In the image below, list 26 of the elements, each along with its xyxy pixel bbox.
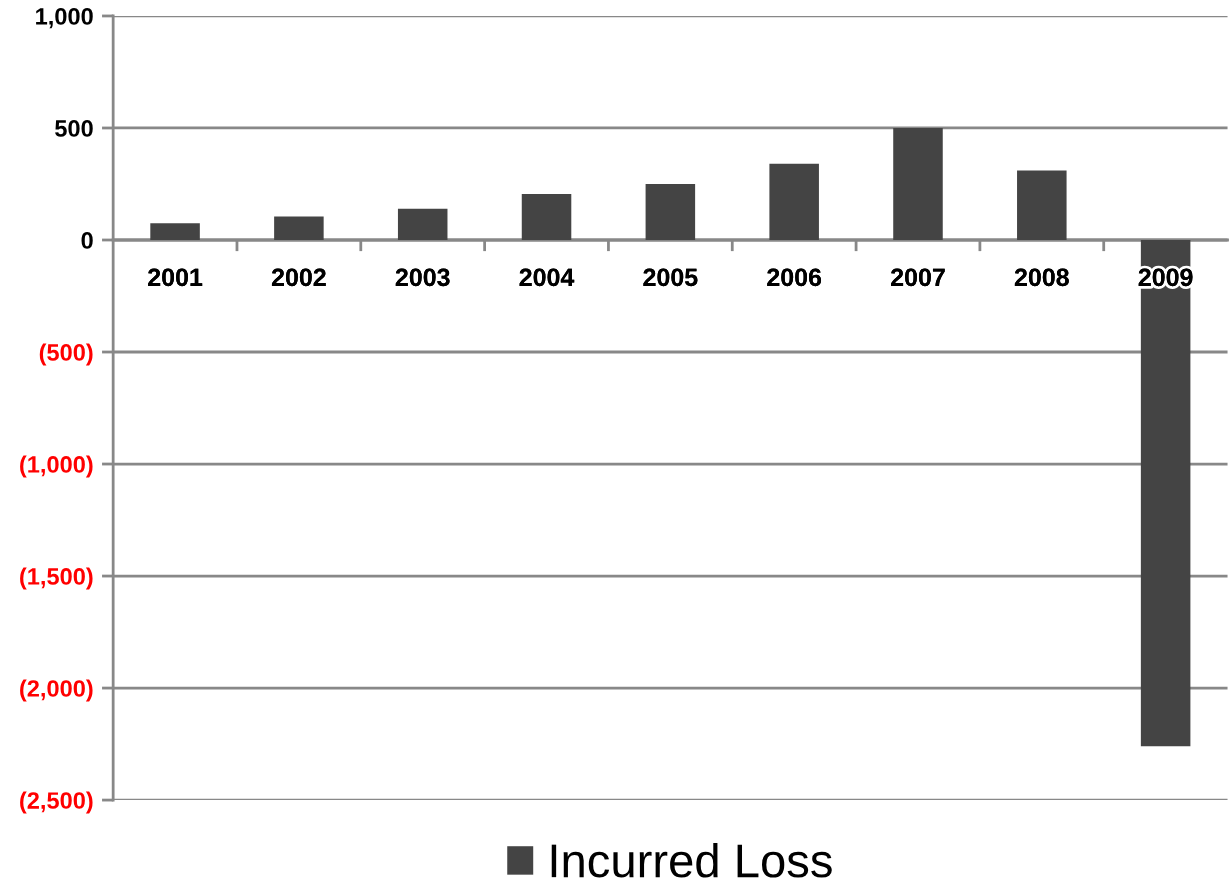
- bar: [1017, 170, 1067, 240]
- x-tick-label: 2005: [643, 268, 698, 287]
- x-tick-label: 2001: [148, 268, 203, 287]
- x-tick-label: 2007: [891, 268, 945, 287]
- y-tick-label: (2,000): [20, 679, 93, 702]
- y-tick-label: 1,000: [36, 8, 93, 29]
- y-tick-label: (1,500): [20, 567, 93, 590]
- bar: [1140, 240, 1191, 747]
- x-tick-label: 2002: [271, 268, 326, 287]
- x-tick-label: 2008: [1014, 268, 1069, 287]
- y-tick-label: (2,500): [20, 791, 93, 814]
- bar: [893, 127, 943, 240]
- x-tick-label: 2004: [519, 268, 575, 287]
- y-tick-label: (500): [39, 343, 93, 366]
- bar: [397, 208, 448, 240]
- bar: [150, 223, 200, 240]
- y-tick-label: 500: [55, 120, 93, 137]
- bar: [769, 163, 819, 240]
- bar: [521, 194, 572, 240]
- y-tick-label: (1,000): [20, 455, 93, 478]
- legend-label: Incurred Loss: [551, 842, 832, 878]
- x-tick-label: 2006: [767, 268, 822, 287]
- y-tick-label: 0: [81, 232, 93, 249]
- x-tick-label: 2003: [395, 268, 450, 287]
- bar: [274, 216, 324, 240]
- bar: [645, 183, 696, 240]
